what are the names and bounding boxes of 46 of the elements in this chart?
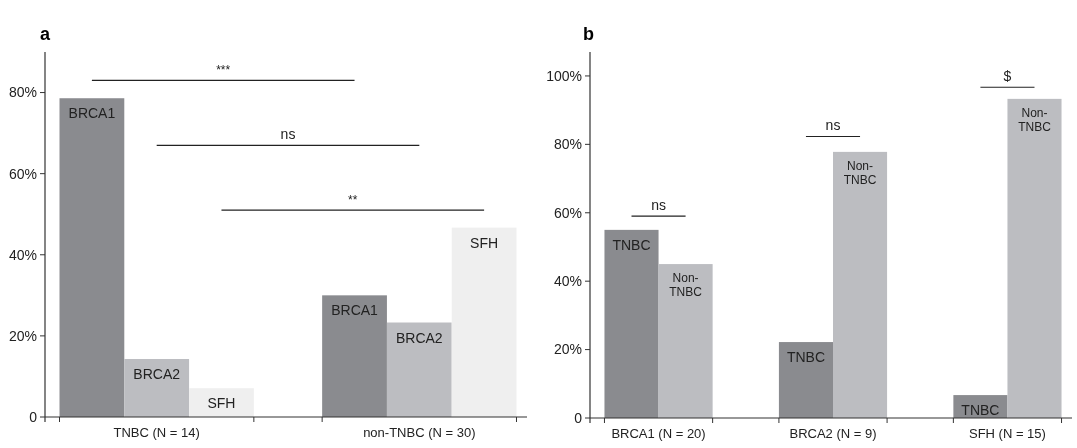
- text: TNBC: [786, 349, 826, 366]
- y-tick-label: 40%: [8, 246, 37, 263]
- annotation: **: [348, 193, 358, 208]
- y-tick-label: 0: [29, 408, 38, 425]
- bar: [1007, 98, 1062, 418]
- y-tick-label: 20%: [8, 327, 37, 344]
- series-label: TNBC: [961, 402, 1000, 419]
- x-tick-label: BRCA2 (N = 9): [789, 426, 877, 441]
- text: SFH: [470, 234, 499, 251]
- annotation: $: [1003, 68, 1012, 85]
- bar: [59, 98, 125, 417]
- bar: [386, 322, 452, 417]
- text: Non-TNBC: [843, 158, 877, 187]
- chart-title: b: [583, 24, 594, 44]
- annotation: ns: [280, 126, 296, 143]
- bar: [322, 295, 387, 417]
- text: TNBC: [612, 236, 651, 253]
- y-tick-label: 60%: [553, 204, 582, 221]
- bar: [451, 227, 517, 417]
- annotation: ns: [825, 117, 841, 134]
- chart-title: a: [40, 24, 51, 44]
- bar: [124, 359, 190, 417]
- y-tick-label: 20%: [553, 341, 582, 358]
- annotation: ns: [651, 197, 666, 214]
- x-tick-label: BRCA1 (N = 20): [611, 426, 706, 441]
- y-tick-label: 80%: [553, 136, 582, 153]
- text: Non-TNBC: [1018, 105, 1051, 134]
- text: BRCA2: [395, 329, 443, 346]
- bar: [778, 342, 833, 418]
- bar: [604, 229, 659, 418]
- text: BRCA1: [331, 302, 378, 319]
- y-tick-label: 60%: [8, 165, 37, 182]
- annotation: ***: [216, 63, 231, 78]
- series-label: Non-TNBC: [669, 271, 703, 299]
- series-label: SFH: [207, 395, 236, 412]
- y-tick-label: 0: [574, 409, 583, 426]
- series-label: BRCA2: [133, 366, 181, 383]
- y-tick-label: 40%: [553, 273, 582, 290]
- x-tick-label: non-TNBC (N = 30): [363, 425, 476, 440]
- bar: [658, 264, 713, 418]
- y-tick-label: 80%: [8, 84, 37, 101]
- series-label: BRCA1: [68, 105, 116, 122]
- y-tick-label: 100%: [546, 67, 582, 84]
- x-tick-label: SFH (N = 15): [968, 426, 1046, 441]
- bar: [833, 151, 888, 418]
- x-tick-label: TNBC (N = 14): [113, 425, 200, 440]
